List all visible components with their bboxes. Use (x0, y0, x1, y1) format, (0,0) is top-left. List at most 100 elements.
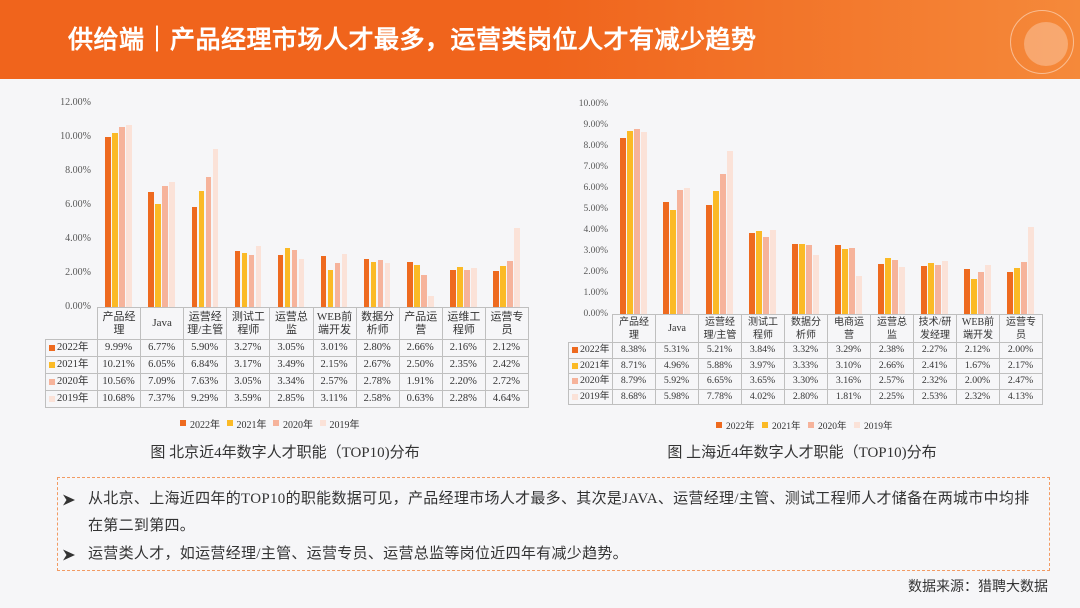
table-cell-value: 3.17% (234, 359, 262, 370)
bar-2022-6 (320, 255, 327, 307)
table-cell-value: 2.27% (921, 344, 948, 355)
summary-text: 从北京、上海近四年的TOP10的职能数据可见，产品经理市场人才最多、其次是JAV… (88, 491, 1030, 534)
y-tick-label: 8.00% (65, 165, 91, 176)
table-cell-value: 2.58% (363, 393, 391, 404)
table-cell-value: 4.64% (492, 393, 520, 404)
table-grid-line (568, 342, 1043, 343)
bar-2020-6 (334, 263, 341, 307)
y-tick-label: 0.00% (65, 301, 91, 312)
y-tick-label: 8.00% (583, 141, 608, 151)
table-cell-value: 3.11% (320, 393, 348, 404)
arrowhead-bullet-icon (63, 541, 88, 568)
bar-2019-9 (985, 265, 991, 314)
table-category-label: 运营总监 (871, 315, 913, 342)
y-tick-label: 10.00% (578, 99, 608, 109)
table-grid-line (568, 388, 1043, 390)
category-name: WEB前端开发 (961, 316, 995, 341)
table-grid-line (183, 307, 185, 408)
legend-item: 2021年 (762, 418, 808, 432)
table-cell-value: 2.16% (449, 342, 477, 353)
table-cell-value: 2.00% (1007, 344, 1034, 355)
legend-label: 2019年 (329, 419, 360, 431)
bar-2021-9 (971, 278, 977, 314)
table-category-label: 测试工程师 (227, 308, 269, 339)
table-category-label: 运营经理/主管 (184, 308, 226, 339)
table-cell-value: 2.57% (878, 375, 905, 386)
table-grid-line (269, 307, 271, 408)
bar-2022-3 (191, 206, 197, 307)
table-cell-value: 5.88% (706, 359, 733, 371)
table-cell-value: 1.91% (406, 376, 434, 387)
table-cell-value: 1.67% (964, 359, 991, 371)
bar-2020-3 (720, 174, 726, 314)
table-grid-line (568, 373, 1043, 374)
bar-2019-8 (942, 260, 948, 314)
table-grid-line (568, 404, 1043, 405)
table-category-label: 运营专员 (1000, 315, 1042, 342)
data-source: 数据来源：猎聘大数据 (908, 580, 1048, 595)
bar-2022-2 (148, 191, 154, 307)
category-name: 运维工程师 (447, 310, 481, 336)
bar-2020-1 (634, 129, 640, 314)
bar-2020-5 (291, 250, 298, 307)
table-grid-line (45, 373, 529, 374)
table-row-label: 2022年 (580, 344, 610, 355)
y-tick-label: 9.00% (583, 120, 608, 130)
bar-2022-8 (407, 261, 413, 307)
category-name: 测试工程师 (748, 316, 778, 341)
bar-2020-4 (763, 237, 769, 314)
bar-2019-10 (1028, 227, 1034, 314)
bar-2021-3 (198, 190, 204, 307)
table-category-label: 运营专员 (486, 308, 528, 339)
table-cell-value: 5.21% (706, 344, 733, 355)
table-cell-value: 3.97% (749, 359, 776, 371)
row-swatch (49, 396, 55, 402)
table-cell-value: 0.63% (406, 393, 434, 404)
row-swatch (572, 378, 578, 385)
table-grid-line (870, 314, 871, 405)
table-grid-line (1042, 314, 1043, 405)
table-grid-line (140, 307, 142, 408)
bar-2019-9 (471, 268, 477, 307)
category-name: 数据分析师 (791, 316, 821, 341)
bar-2022-6 (835, 244, 841, 314)
table-grid-line (398, 307, 400, 408)
bar-2021-10 (1014, 268, 1020, 314)
bar-2020-3 (205, 177, 211, 307)
table-cell-value: 5.31% (663, 344, 690, 355)
table-row-label: 2019年 (580, 390, 610, 402)
y-tick-label: 10.00% (60, 131, 91, 142)
legend-swatch (180, 420, 186, 426)
row-swatch (572, 362, 578, 369)
bar-2020-8 (935, 265, 941, 314)
header-decoration-ring (1010, 10, 1074, 74)
y-tick-label: 6.00% (583, 183, 608, 193)
category-name: 数据分析师 (361, 310, 395, 336)
header-decoration-circle (1024, 22, 1068, 66)
legend-label: 2021年 (772, 422, 801, 432)
legend-label: 2022年 (190, 419, 220, 431)
bar-2019-6 (856, 275, 862, 314)
summary-box: 从北京、上海近四年的TOP10的职能数据可见，产品经理市场人才最多、其次是JAV… (57, 477, 1050, 571)
table-grid-line (913, 314, 914, 405)
bar-2020-10 (1021, 262, 1027, 314)
legend-item: 2019年 (319, 416, 367, 431)
arrowhead-bullet-icon (63, 486, 88, 513)
bar-2021-1 (627, 131, 633, 314)
legend-label: 2020年 (818, 422, 847, 432)
legend-swatch (716, 422, 722, 428)
category-name: 产品运营 (404, 310, 438, 336)
table-cell-value: 10.56% (102, 376, 135, 387)
table-grid-line (568, 357, 1043, 359)
table-category-label: 数据分析师 (785, 315, 827, 342)
table-grid-line (741, 314, 742, 405)
table-cell-value: 2.35% (449, 359, 477, 370)
bar-2021-2 (155, 204, 161, 307)
table-cell-value: 2.17% (1007, 359, 1034, 371)
bar-2020-9 (978, 272, 984, 314)
category-name: 测试工程师 (231, 310, 265, 336)
table-grid-line (441, 307, 443, 408)
bar-2021-9 (457, 267, 463, 307)
bar-2019-7 (384, 263, 391, 307)
